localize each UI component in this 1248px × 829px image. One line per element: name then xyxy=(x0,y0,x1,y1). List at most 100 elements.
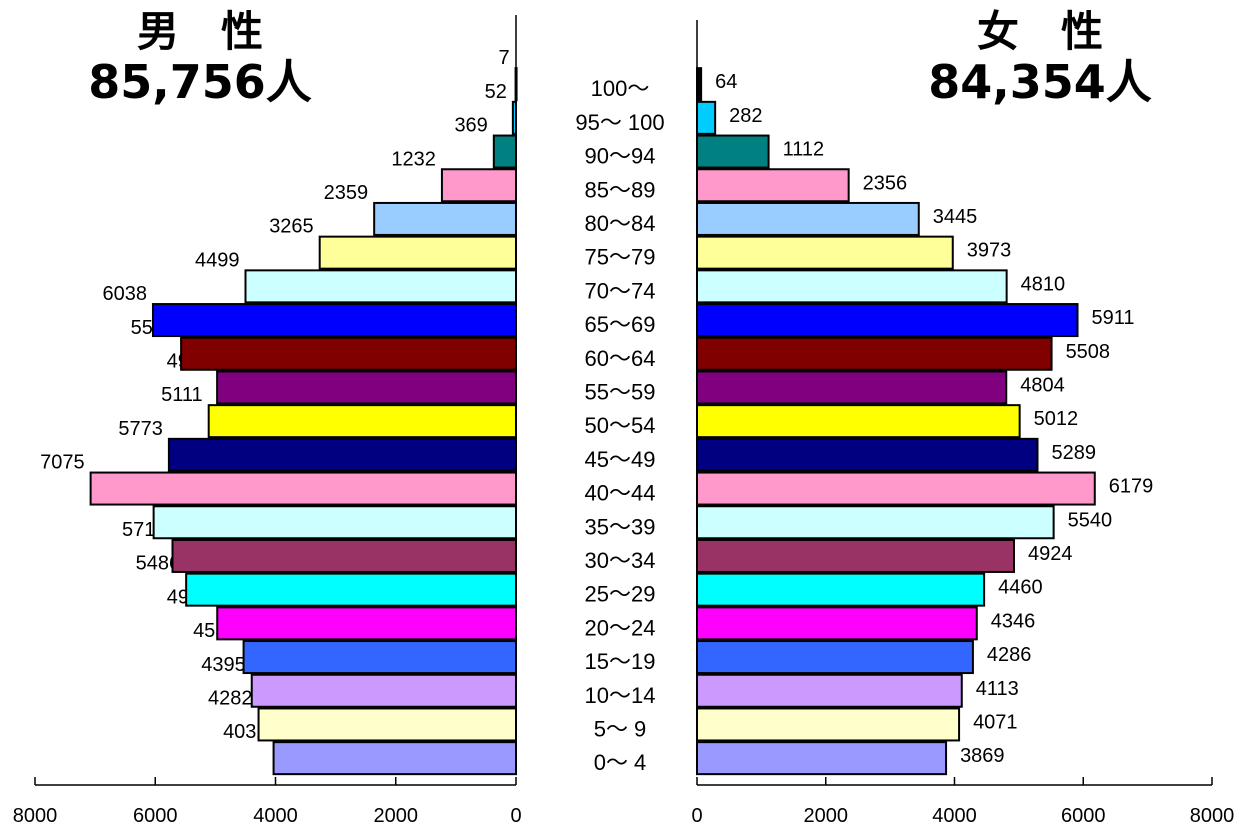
male-bar xyxy=(257,707,517,742)
female-bar xyxy=(696,134,770,169)
female-value-label: 4924 xyxy=(1028,543,1073,565)
female-bar xyxy=(696,303,1079,338)
male-value-label: 7075 xyxy=(40,452,85,474)
male-bar xyxy=(216,606,518,641)
male-value-label: 5773 xyxy=(118,418,163,440)
female-value-label: 6179 xyxy=(1109,476,1154,498)
female-value-label: 3973 xyxy=(967,240,1012,262)
female-bar xyxy=(696,100,717,135)
male-x-tick-label: 8000 xyxy=(13,805,58,827)
female-value-label: 3445 xyxy=(933,206,978,228)
male-bar xyxy=(151,303,518,338)
female-bar xyxy=(696,707,961,742)
female-bar xyxy=(696,673,963,708)
male-value-label: 369 xyxy=(454,115,487,137)
female-total: 84,354人 xyxy=(928,55,1152,109)
female-bar xyxy=(696,201,920,236)
male-bar xyxy=(250,673,518,708)
male-axis: 8000 6000 4000 2000 0 xyxy=(13,777,522,827)
male-bar xyxy=(244,269,517,304)
male-value-label: 2359 xyxy=(324,182,369,204)
male-bar xyxy=(185,572,518,607)
age-group-label: 85～89 xyxy=(585,177,656,202)
age-group-label: 15～19 xyxy=(585,649,656,674)
age-group-label: 80～84 xyxy=(585,211,656,236)
male-value-label: 4032 xyxy=(223,721,268,743)
female-bar xyxy=(696,538,1015,573)
male-bar xyxy=(180,336,517,371)
female-value-label: 4346 xyxy=(991,610,1035,632)
male-bar xyxy=(492,134,517,169)
female-value-label: 5540 xyxy=(1068,509,1113,531)
age-group-label: 25～29 xyxy=(585,582,656,607)
male-x-tick-label: 6000 xyxy=(133,805,178,827)
female-value-label: 4804 xyxy=(1020,374,1065,396)
male-title: 男 性 xyxy=(137,7,263,56)
female-bar xyxy=(696,471,1096,506)
male-value-label: 7 xyxy=(498,47,509,69)
female-value-label: 64 xyxy=(715,71,737,93)
male-bar xyxy=(242,640,517,675)
age-group-label: 35～39 xyxy=(585,514,656,539)
male-x-tick-label: 4000 xyxy=(253,805,298,827)
female-bar xyxy=(696,336,1053,371)
female-x-tick-label: 4000 xyxy=(932,805,977,827)
female-bar xyxy=(696,505,1055,540)
male-x-tick-label: 0 xyxy=(510,805,521,827)
age-group-label: 75～79 xyxy=(585,245,656,270)
female-value-label: 1112 xyxy=(783,139,825,161)
male-x-tick-label: 2000 xyxy=(374,805,419,827)
male-bar xyxy=(216,370,517,405)
male-value-label: 5486 xyxy=(136,553,181,575)
female-bar xyxy=(696,437,1039,472)
age-group-label: 90～94 xyxy=(585,144,656,169)
male-value-label: 4282 xyxy=(208,687,253,709)
age-group-label: 45～49 xyxy=(585,447,656,472)
age-labels: 0～ 4 5～ 9 10～14 15～19 20～24 25～29 30～34 35～39 40… xyxy=(575,76,664,775)
female-value-label: 5508 xyxy=(1066,341,1111,363)
female-bar xyxy=(696,606,978,641)
female-bar xyxy=(696,168,850,203)
male-value-label: 3265 xyxy=(269,216,314,238)
female-value-label: 4460 xyxy=(998,577,1043,599)
age-group-label: 30～34 xyxy=(585,548,656,573)
male-value-label: 6038 xyxy=(102,283,147,305)
female-bars: 3869 4071 4113 4286 4346 4460 4924 5540 6179 5289… xyxy=(696,20,1154,776)
female-value-label: 3869 xyxy=(960,745,1005,767)
male-bar xyxy=(167,437,517,472)
age-group-label: 40～44 xyxy=(585,481,656,506)
age-group-label: 55～59 xyxy=(585,379,656,404)
female-bar xyxy=(696,404,1021,439)
female-bar xyxy=(696,640,974,675)
age-group-label: 0～ 4 xyxy=(594,750,647,775)
male-value-label: 52 xyxy=(485,81,507,103)
female-axis: 0 2000 4000 6000 8000 xyxy=(691,777,1234,827)
male-bar xyxy=(440,168,517,203)
female-x-tick-label: 8000 xyxy=(1190,805,1235,827)
male-bar xyxy=(152,505,517,540)
age-group-label: 65～69 xyxy=(585,312,656,337)
age-group-label: 50～54 xyxy=(585,413,656,438)
female-bar xyxy=(696,269,1008,304)
age-group-label: 60～64 xyxy=(585,346,656,371)
age-group-label: 10～14 xyxy=(585,683,656,708)
male-total: 85,756人 xyxy=(88,55,312,109)
female-value-label: 5289 xyxy=(1051,442,1096,464)
female-value-label: 4286 xyxy=(987,644,1032,666)
female-value-label: 4810 xyxy=(1021,273,1066,295)
female-x-tick-label: 6000 xyxy=(1061,805,1106,827)
female-x-tick-label: 2000 xyxy=(804,805,849,827)
male-value-label: 4395 xyxy=(201,654,246,676)
female-bar xyxy=(696,370,1008,405)
female-value-label: 2356 xyxy=(863,172,908,194)
male-value-label: 4499 xyxy=(195,249,240,271)
male-bar xyxy=(318,235,517,270)
female-value-label: 5911 xyxy=(1092,307,1135,329)
age-group-label: 95～ 100 xyxy=(575,110,664,135)
male-bar xyxy=(171,538,517,573)
female-value-label: 4113 xyxy=(976,678,1019,700)
age-group-label: 100～ xyxy=(591,76,650,101)
male-value-label: 5111 xyxy=(161,384,203,406)
male-bars: 4032428243954531496954865713602770755773… xyxy=(40,15,518,776)
